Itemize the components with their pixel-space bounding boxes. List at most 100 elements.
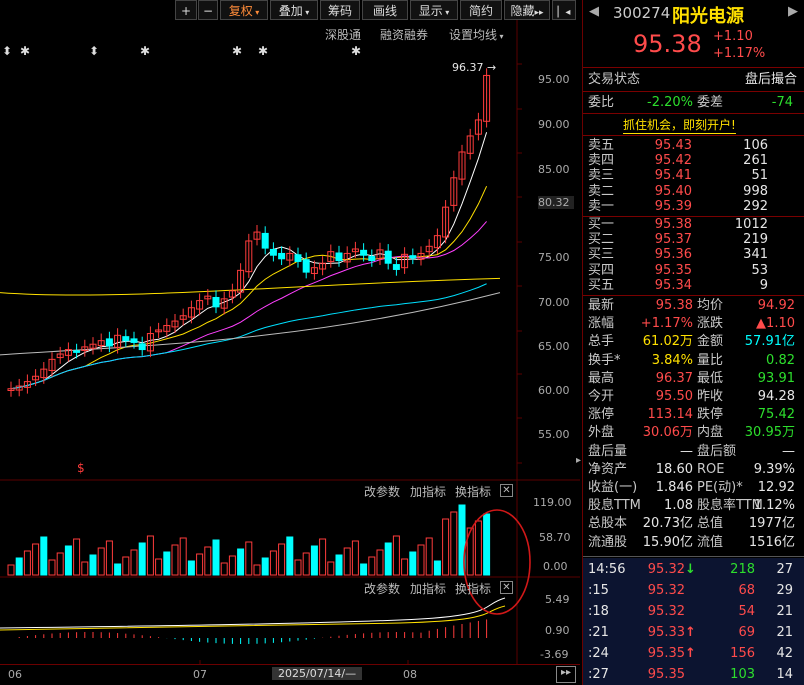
event-marker-icon[interactable]: ✱ [258,44,269,58]
diejia-dropdown[interactable]: 叠加 ▾ [270,0,318,20]
yincang-label: 隐藏 [510,4,535,18]
price-change-pct: +1.17% [713,46,766,61]
tick-count: 21 [776,604,793,619]
order-book-row: 卖二 95.40 998 [583,183,804,201]
stat-row: 股息TTM 1.08 股息率TTM 1.12% [583,497,804,515]
collapse-panel-button[interactable]: ▏◂ [552,0,576,20]
stat-label: 收益(一) [588,480,638,495]
buy-volume: 219 [743,232,768,248]
sell-volume: 292 [743,198,768,214]
dividend-marker-icon[interactable]: $ [77,461,85,475]
vol-add-indicator-link[interactable]: 加指标 [410,485,447,499]
stat-label: 盘后量 [588,443,628,459]
trade-status-value: 盘后撮合 [744,72,797,87]
close-icon[interactable]: ✕ [500,581,513,594]
tick-list[interactable]: 14:56 95.32 ↓ 218 27:15 95.32 68 29:18 9… [583,558,804,685]
ma-settings-label: 设置均线 [449,28,498,42]
kline-chart[interactable] [0,20,580,685]
volume-bars [7,504,491,576]
stat-value: ▲1.10 [756,316,795,332]
rongzi-link[interactable]: 融资融券 [380,28,429,42]
jianyue-button[interactable]: 简约 [460,0,502,20]
next-stock-button[interactable]: ▶ [788,4,798,19]
event-marker-icon[interactable]: ⬍ [2,44,13,58]
yincang-button[interactable]: 隐藏▸▸ [504,0,550,20]
macd-add-indicator-link[interactable]: 加指标 [410,582,447,596]
vol-change-indicator-link[interactable]: 换指标 [455,485,492,499]
stat-row: 涨幅 +1.17% 涨跌 ▲1.10 [583,315,804,333]
date-label: 07 [193,668,207,681]
close-icon[interactable]: ✕ [500,484,513,497]
sell-volume: 106 [743,138,768,153]
highlight-circle [463,509,531,615]
stat-label: 金额 [697,334,724,350]
tick-row[interactable]: :15 95.32 68 29 [583,579,804,602]
vol-axis-label: 58.70 [539,531,571,544]
high-price-value: 96.37 [452,61,484,74]
fuquan-label: 复权 [228,4,253,18]
sell-volume: 261 [743,153,768,169]
order-book-row: 买三 95.36 341 [583,246,804,264]
tick-time: :24 [588,646,609,661]
sell-price: 95.41 [654,168,692,184]
stat-value: 1977亿 [748,516,795,532]
event-marker-icon[interactable]: ✱ [232,44,243,58]
scroll-right-button[interactable]: ▸▸ [556,666,576,683]
collapse-icon: ▏◂ [557,7,571,18]
stat-value: — [680,443,693,459]
ad-banner-link[interactable]: 抓住机会，即刻开户! [623,118,736,134]
panel-splitter-handle[interactable]: ▸ [576,455,582,466]
sell-price: 95.42 [654,153,692,169]
stat-label: 流通股 [588,534,628,550]
zoom-in-button[interactable]: + [175,0,197,20]
price-axis-label: 90.00 [538,118,570,131]
stat-value: — [782,443,795,459]
macd-params-link[interactable]: 改参数 [364,582,401,596]
stat-value: 94.28 [757,389,795,404]
high-price-marker: 96.37 → [452,61,496,74]
price-axis-label: 85.00 [538,163,570,176]
current-price-axis-label: 80.32 [538,196,574,209]
zoom-out-button[interactable]: − [198,0,218,20]
tick-volume: 68 [738,583,755,598]
prev-stock-button[interactable]: ◀ [589,4,599,19]
shengutong-link[interactable]: 深股通 [325,28,362,42]
tick-volume: 54 [738,604,755,619]
buy-volume: 1012 [734,217,768,232]
fuquan-dropdown[interactable]: 复权 ▾ [220,0,268,20]
stat-label: 涨跌 [697,316,724,332]
tick-row[interactable]: :27 95.35 103 14 [583,663,804,685]
chouma-button[interactable]: 筹码 [320,0,360,20]
date-label: 08 [403,668,417,681]
event-marker-icon[interactable]: ✱ [20,44,31,58]
buy-price: 95.37 [654,232,692,248]
stat-row: 最高 96.37 最低 93.91 [583,370,804,388]
stat-value: 94.92 [757,298,795,313]
tick-direction-icon: ↓ [685,562,696,577]
stat-value: +1.17% [640,316,693,332]
event-marker-icon[interactable]: ⬍ [89,44,100,58]
tick-row[interactable]: :18 95.32 54 21 [583,600,804,623]
event-marker-icon[interactable]: ✱ [351,44,362,58]
stat-label: 昨收 [697,389,724,404]
macd-change-indicator-link[interactable]: 换指标 [455,582,492,596]
stat-value: 1.08 [664,498,693,514]
order-book-row: 卖四 95.42 261 [583,152,804,170]
chevron-down-icon: ▾ [302,8,310,17]
vol-params-link[interactable]: 改参数 [364,485,401,499]
xianshi-dropdown[interactable]: 显示 ▾ [410,0,458,20]
ma-settings-link[interactable]: 设置均线 ▾ [449,26,504,43]
event-marker-icon[interactable]: ✱ [140,44,151,58]
stat-label: 今开 [588,389,615,404]
tick-row[interactable]: :21 95.33 ↑ 69 21 [583,621,804,644]
stat-row: 换手* 3.84% 量比 0.82 [583,352,804,370]
xianshi-label: 显示 [418,4,443,18]
double-arrow-right-icon: ▸▸ [560,667,572,678]
stat-value: 75.42 [757,407,795,423]
current-date-label: 2025/07/14/— [272,667,363,680]
tick-row[interactable]: 14:56 95.32 ↓ 218 27 [583,558,804,581]
buy-level-label: 买三 [588,247,615,263]
tick-row[interactable]: :24 95.35 ↑ 156 42 [583,642,804,665]
stat-row: 盘后量 — 盘后额 — [583,443,804,461]
huaxian-button[interactable]: 画线 [362,0,408,20]
